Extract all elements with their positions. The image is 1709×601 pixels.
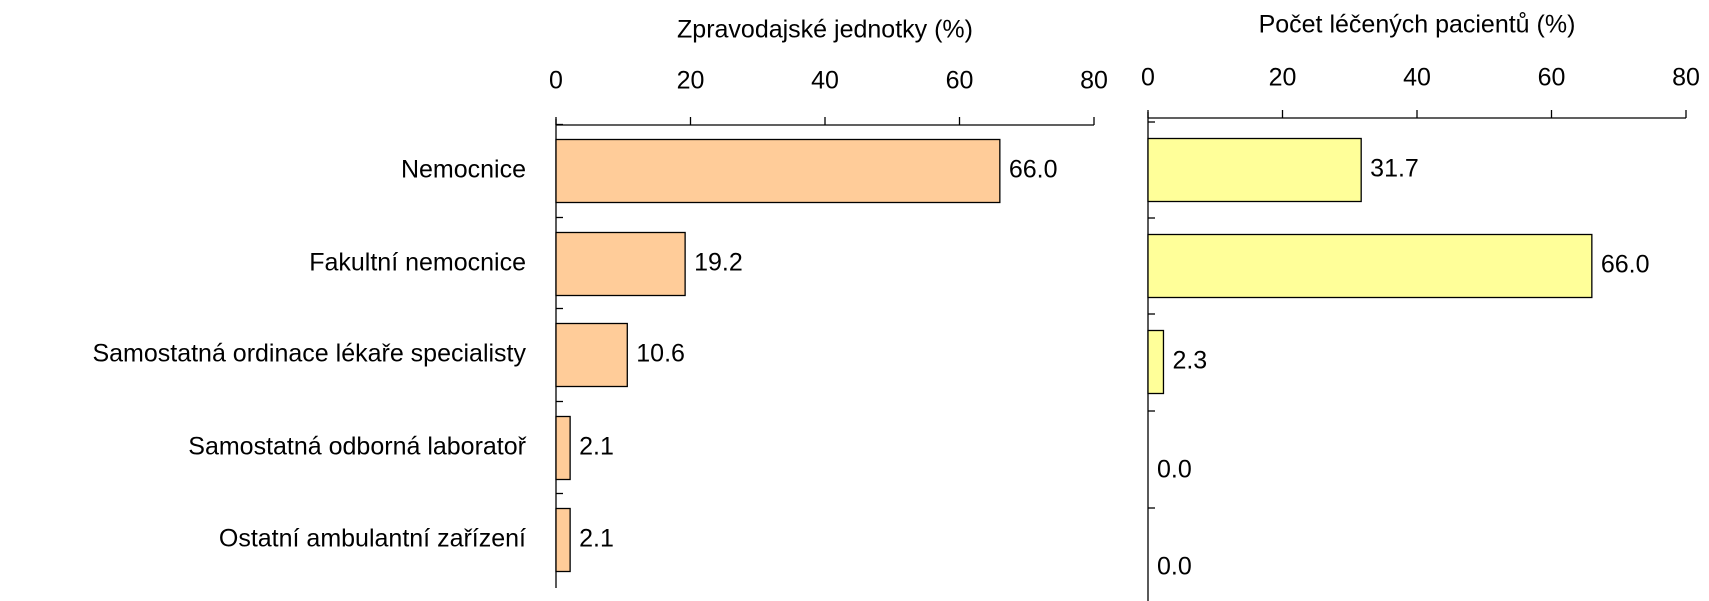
category-label: Ostatní ambulantní zařízení [219, 525, 526, 553]
x-tick-label: 60 [946, 67, 974, 95]
x-tick-label: 20 [677, 67, 705, 95]
value-label: 66.0 [1009, 156, 1058, 184]
bar [555, 322, 628, 388]
value-label: 19.2 [694, 249, 743, 277]
x-tick-label: 40 [811, 67, 839, 95]
value-label: 2.3 [1172, 347, 1207, 375]
category-label: Samostatná odborná laboratoř [188, 433, 526, 461]
value-label: 0.0 [1157, 553, 1192, 581]
x-tick-label: 0 [1141, 64, 1155, 92]
x-tick-label: 0 [549, 67, 563, 95]
category-label: Fakultní nemocnice [309, 249, 526, 277]
value-label: 0.0 [1157, 456, 1192, 484]
bar [555, 231, 686, 297]
chart-title: Počet léčených pacientů (%) [1259, 11, 1576, 39]
bar [1147, 233, 1593, 299]
chart-title: Zpravodajské jednotky (%) [677, 16, 973, 44]
bar [555, 415, 571, 481]
x-tick-label: 80 [1080, 67, 1108, 95]
value-label: 2.1 [579, 525, 614, 553]
x-tick-label: 60 [1538, 64, 1566, 92]
x-tick-label: 20 [1269, 64, 1297, 92]
bar [555, 138, 1001, 204]
x-tick-label: 80 [1672, 64, 1700, 92]
bar [1147, 137, 1362, 203]
value-label: 66.0 [1601, 251, 1650, 279]
value-label: 10.6 [636, 340, 685, 368]
value-label: 31.7 [1370, 155, 1419, 183]
bar [555, 507, 571, 573]
category-label: Samostatná ordinace lékaře specialisty [92, 340, 526, 368]
value-label: 2.1 [579, 433, 614, 461]
x-tick-label: 40 [1403, 64, 1431, 92]
bar [1147, 329, 1165, 395]
category-label: Nemocnice [401, 156, 526, 184]
